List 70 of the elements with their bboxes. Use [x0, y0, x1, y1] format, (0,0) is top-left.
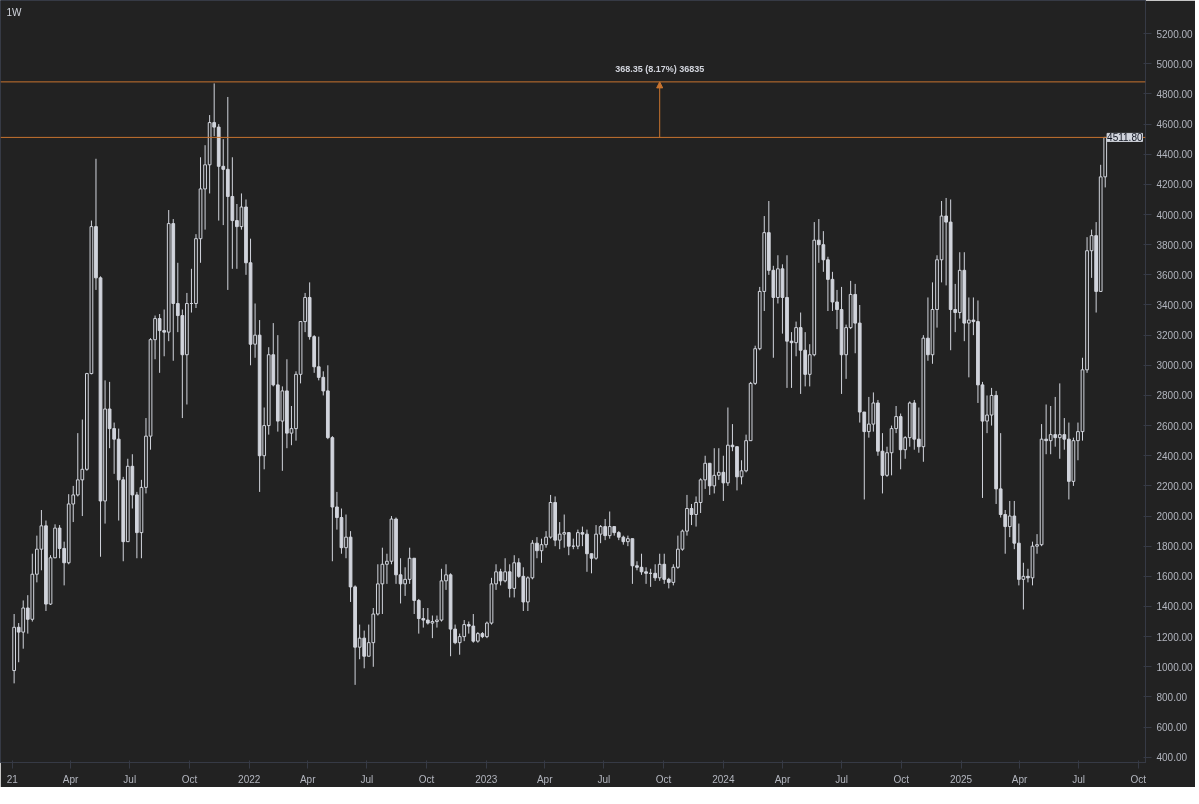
- x-tick-label: Jul: [360, 773, 374, 785]
- candlestick: [607, 511, 612, 540]
- x-tick-label: Jul: [835, 773, 848, 785]
- candlestick: [798, 312, 803, 395]
- y-tick-label: 600.00: [1156, 722, 1188, 734]
- candlestick: [603, 518, 608, 541]
- y-tick-label: 5200.00: [1156, 28, 1194, 40]
- x-tick-label: Jul: [123, 773, 137, 785]
- y-tick-label: 1400.00: [1156, 601, 1194, 613]
- candlestick: [1057, 382, 1062, 460]
- y-tick-label: 3600.00: [1156, 269, 1194, 281]
- y-tick-label: 4400.00: [1156, 149, 1194, 161]
- x-tick-label: Oct: [181, 773, 198, 785]
- y-tick-label: 3400.00: [1156, 300, 1194, 311]
- candlestick: [430, 615, 435, 639]
- y-tick-label: 5000.00: [1156, 58, 1194, 70]
- candlestick: [471, 613, 476, 644]
- candlestick: [380, 547, 385, 615]
- y-tick-label: 4600.00: [1156, 119, 1194, 131]
- x-tick-label: Apr: [536, 773, 554, 785]
- annotation: 368.35 (8.17%) 36835: [615, 63, 705, 74]
- candlestick: [866, 396, 871, 439]
- y-tick-label: 1000.00: [1156, 661, 1194, 673]
- y-tick-label: 1800.00: [1156, 541, 1194, 553]
- candlestick: [707, 462, 712, 496]
- candlestick: [644, 566, 648, 585]
- x-tick-label: 2024: [712, 773, 735, 785]
- y-tick-label: 1200.00: [1156, 631, 1194, 643]
- y-tick-label: 4800.00: [1156, 88, 1194, 100]
- x-tick-label: 2025: [949, 773, 973, 785]
- x-tick-label: Oct: [1130, 773, 1147, 785]
- x-tick-label: Apr: [774, 773, 791, 785]
- y-tick-label: 2400.00: [1156, 450, 1194, 462]
- x-tick-label: Apr: [62, 773, 80, 785]
- y-tick-label: 3000.00: [1156, 360, 1194, 372]
- y-tick-label: 2200.00: [1156, 480, 1194, 492]
- candlestick: [1053, 396, 1058, 448]
- x-tick-label: Apr: [1011, 773, 1028, 785]
- candlestick: [712, 447, 717, 494]
- candlestick: [662, 553, 667, 585]
- ref-line-label: 4511.80: [1107, 132, 1143, 144]
- candlestick: [566, 532, 571, 556]
- x-tick-label: Jul: [597, 773, 611, 785]
- y-tick-label: 2800.00: [1156, 390, 1194, 402]
- x-tick-label: Oct: [418, 773, 435, 785]
- y-tick-label: 2600.00: [1156, 420, 1194, 432]
- candlestick: [362, 630, 367, 669]
- candlestick: [157, 313, 162, 374]
- candlestick: [657, 553, 662, 582]
- y-tick-label: 3200.00: [1156, 330, 1194, 342]
- candlestick: [576, 529, 580, 550]
- candlestick: [1048, 405, 1053, 455]
- y-tick-label: 1600.00: [1156, 571, 1194, 583]
- candlestick: [562, 514, 567, 549]
- y-tick-label: 3800.00: [1156, 239, 1194, 251]
- candlestick: [507, 563, 512, 598]
- y-tick-label: 400.00: [1156, 752, 1188, 764]
- text: 1W: [6, 6, 23, 18]
- y-tick-label: 4000.00: [1156, 209, 1194, 221]
- y-tick-label: 2000.00: [1156, 511, 1194, 523]
- x-tick-label: Oct: [893, 773, 910, 785]
- y-tick-label: 800.00: [1156, 691, 1188, 703]
- candlestick: [462, 619, 467, 642]
- x-tick-label: 2023: [475, 773, 498, 785]
- x-tick-label: 2022: [238, 773, 261, 785]
- x-tick-label: 21: [6, 773, 19, 785]
- y-tick-label: 4200.00: [1156, 179, 1194, 191]
- x-tick-label: Jul: [1072, 773, 1086, 785]
- x-tick-label: Apr: [299, 773, 317, 785]
- x-tick-label: Oct: [655, 773, 672, 785]
